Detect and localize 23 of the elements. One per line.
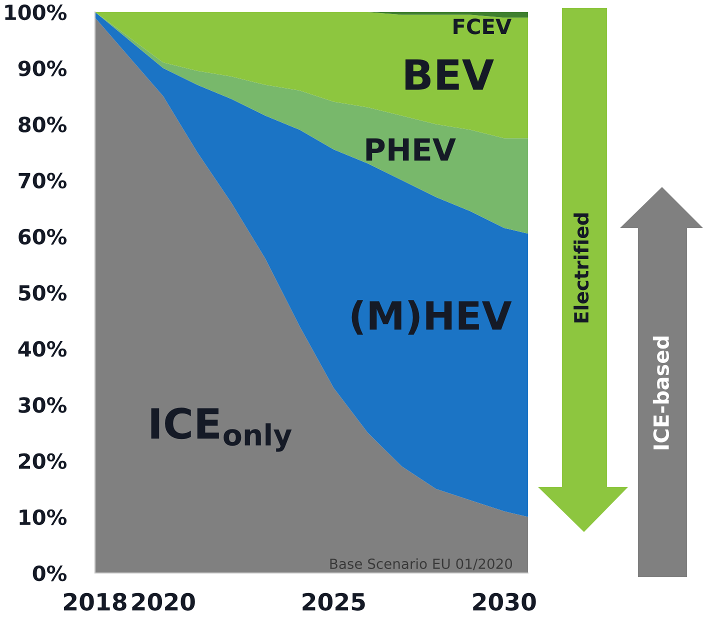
x-tick-label: 2020	[132, 592, 195, 611]
series-label: PHEV	[366, 138, 456, 161]
y-tick-label: 10%	[20, 509, 67, 526]
text: ICE-based	[652, 336, 670, 450]
x-tick-label: 2018	[64, 592, 126, 611]
y-tick-label: 90%	[18, 60, 67, 76]
y-tick-label: 80%	[18, 116, 67, 132]
x-tick-label: 2030	[473, 592, 536, 611]
series-label: FCEV	[454, 18, 512, 34]
annotation: Base Scenario EU 01/2020	[330, 558, 512, 570]
text: Electrified	[574, 213, 589, 322]
y-tick-label: 40%	[18, 341, 67, 357]
y-tick-label: 60%	[18, 228, 67, 245]
y-tick-label: 0%	[32, 565, 67, 582]
y-tick-label: 20%	[19, 453, 67, 470]
y-tick-label: 30%	[18, 397, 67, 413]
y-tick-label: 100%	[5, 4, 67, 20]
series-label: BEV	[405, 59, 494, 90]
x-tick-label: 2025	[302, 592, 365, 611]
y-tick-label: 50%	[18, 284, 67, 301]
y-tick-label: 70%	[18, 172, 67, 189]
series-label: ICE$_{only}$	[151, 408, 292, 452]
series-label: (M)HEV	[352, 300, 512, 335]
